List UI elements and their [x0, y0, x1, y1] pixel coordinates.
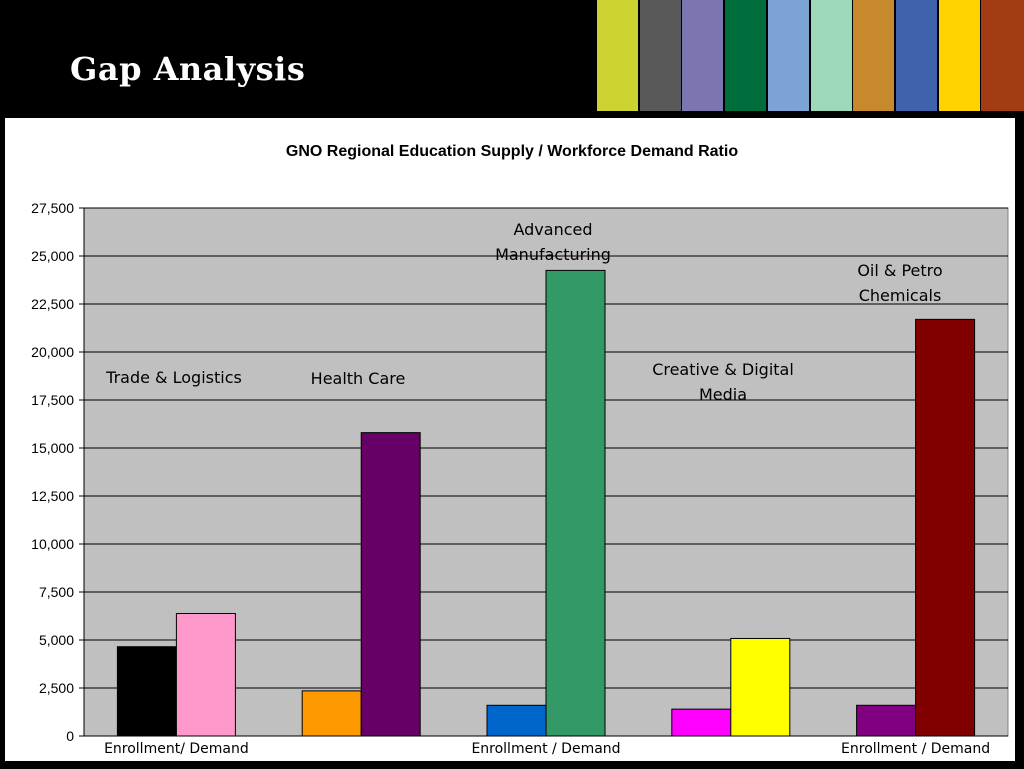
category-annotation: Media [699, 385, 747, 404]
color-stripe [767, 0, 809, 111]
y-tick-label: 0 [66, 728, 74, 744]
category-annotation: Health Care [311, 369, 406, 388]
bar [301, 690, 362, 737]
bar [545, 269, 606, 737]
bar [175, 613, 236, 737]
chart-frame: 0 2,500 5,000 7,500 10,000 12,500 15,000 17,500… [4, 117, 1016, 762]
y-tick-label: 20,000 [31, 344, 74, 360]
color-stripe [853, 0, 895, 111]
y-tick-label: 7,500 [39, 584, 74, 600]
y-tick-label: 22,500 [31, 296, 74, 312]
bars [116, 269, 976, 737]
title-bar: Gap Analysis [0, 0, 1024, 111]
bar [486, 704, 547, 737]
category-annotation: Oil & Petro [857, 261, 942, 280]
color-stripe [981, 0, 1024, 111]
y-tick-label: 27,500 [31, 200, 74, 216]
x-axis-label: Enrollment/ Demand [104, 741, 249, 757]
bar [856, 704, 917, 737]
y-tick-label: 15,000 [31, 440, 74, 456]
category-annotation: Advanced [513, 220, 592, 239]
slide-title: Gap Analysis [70, 50, 306, 88]
color-stripe [938, 0, 980, 111]
x-axis-label: Enrollment / Demand [841, 741, 990, 757]
y-tick-label: 17,500 [31, 392, 74, 408]
color-stripe [639, 0, 681, 111]
bar [915, 318, 976, 737]
category-annotation: Creative & Digital [652, 360, 794, 379]
chart-title: GNO Regional Education Supply / Workforc… [286, 143, 738, 160]
color-stripe [725, 0, 767, 111]
y-tick-label: 12,500 [31, 488, 74, 504]
color-stripe [895, 0, 937, 111]
category-annotation: Trade & Logistics [105, 368, 242, 387]
bar [671, 708, 732, 737]
color-stripe [597, 0, 638, 111]
bar [116, 646, 177, 737]
labels: GNO Regional Education Supply / Workforc… [104, 143, 990, 757]
y-tick-label: 5,000 [39, 632, 74, 648]
y-axis: 0 2,500 5,000 7,500 10,000 12,500 15,000 17,500… [31, 200, 85, 744]
y-tick-label: 25,000 [31, 248, 74, 264]
x-axis-label: Enrollment / Demand [471, 741, 620, 757]
y-tick-label: 2,500 [39, 680, 74, 696]
category-annotation: Chemicals [859, 286, 942, 305]
color-stripes [597, 0, 1024, 111]
category-annotation: Manufacturing [495, 245, 611, 264]
y-tick-label: 10,000 [31, 536, 74, 552]
bar [360, 432, 421, 737]
color-stripe [682, 0, 724, 111]
color-stripe [810, 0, 852, 111]
bar [730, 637, 791, 737]
